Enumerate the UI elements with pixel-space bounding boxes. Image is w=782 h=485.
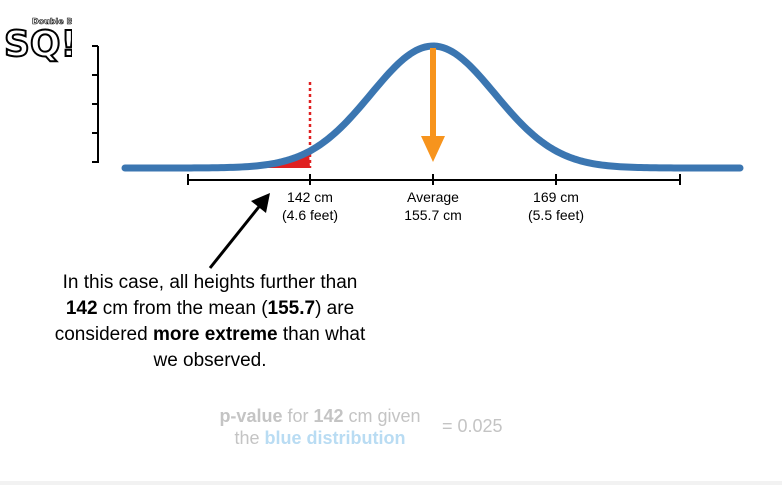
svg-text:SQ!: SQ!: [4, 24, 72, 65]
tick-label-142: 142 cm (4.6 feet): [281, 189, 339, 223]
statquest-logo: SQ! Double BAM!!: [2, 8, 94, 70]
pvalue-text: p-value for 142 cm given the blue distri…: [219, 406, 421, 448]
svg-text:Double BAM!!: Double BAM!!: [32, 17, 72, 26]
x-axis: [187, 174, 681, 185]
tick-label-169: 169 cm (5.5 feet): [527, 189, 585, 223]
pvalue-result: = 0.025: [442, 416, 503, 436]
bottom-strip: [0, 481, 782, 485]
pointer-arrow: [208, 193, 270, 269]
tick-label-average: Average 155.7 cm: [404, 189, 462, 223]
average-arrow: [421, 48, 445, 162]
y-axis: [92, 45, 99, 163]
left-tail-area: [255, 151, 310, 168]
blue-normal-curve: [121, 42, 744, 172]
explanation-text: In this case, all heights further than 1…: [54, 272, 366, 371]
